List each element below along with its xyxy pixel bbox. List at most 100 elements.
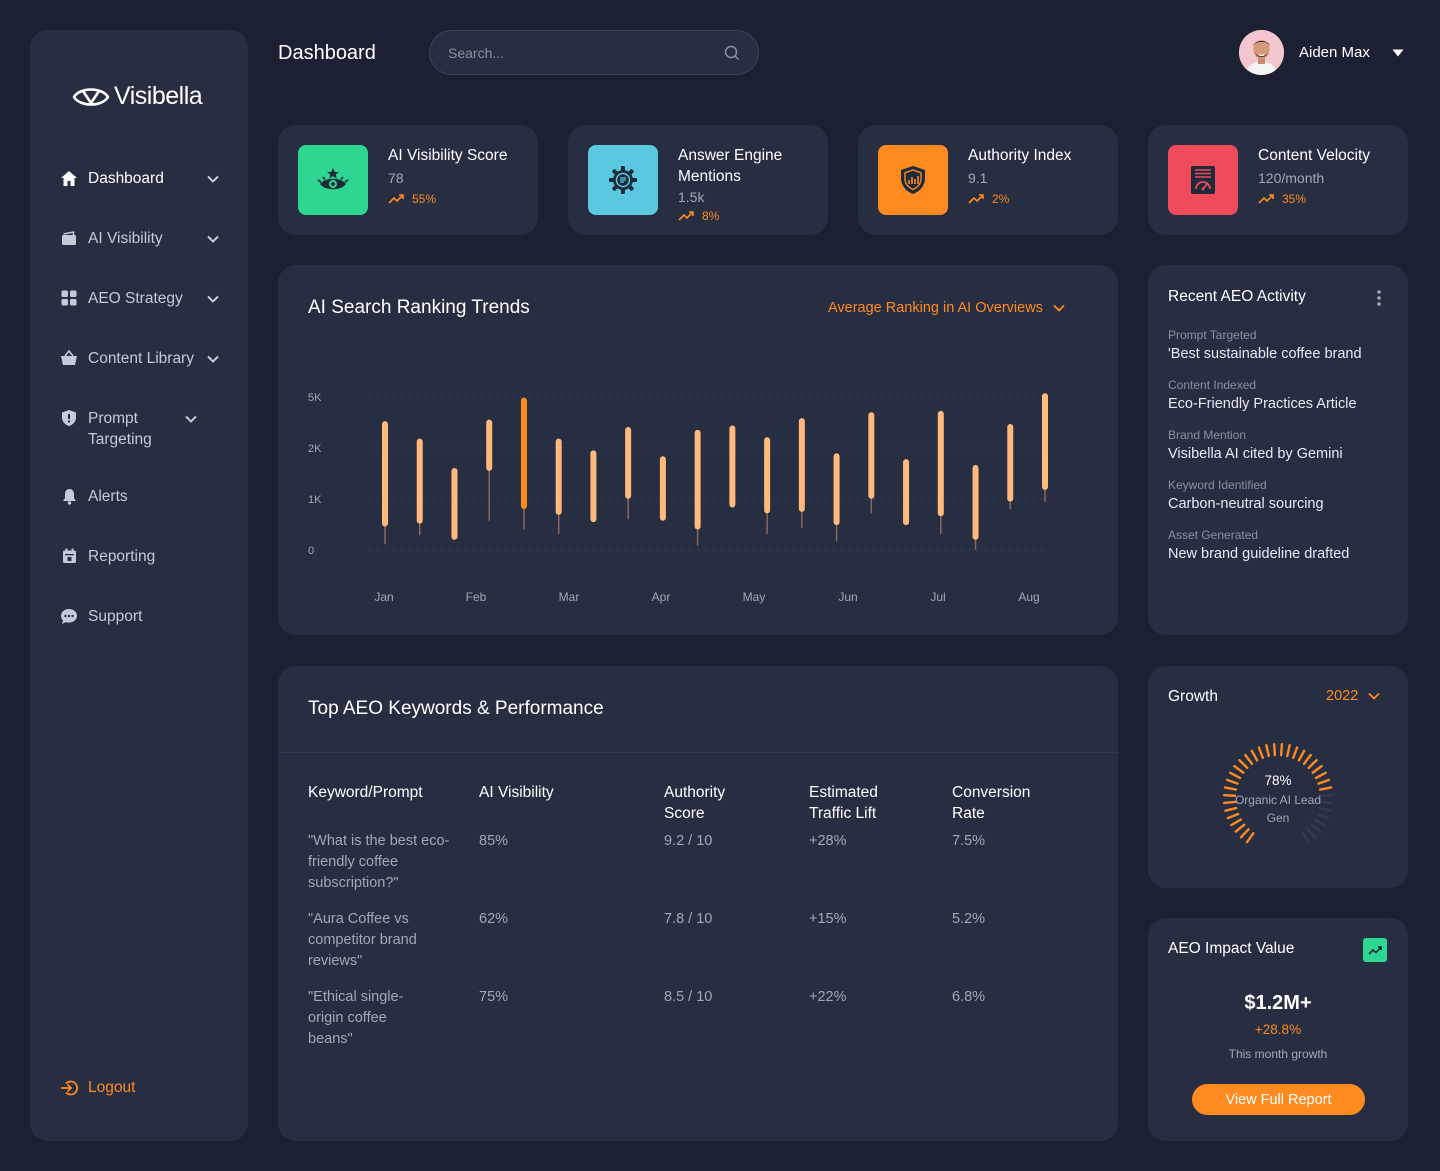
stat-title: Content Velocity [1258, 147, 1371, 164]
gauge-tick [1234, 823, 1246, 833]
chevron-down-icon [207, 235, 219, 243]
activity-value: Carbon-neutral sourcing [1168, 496, 1324, 512]
activity-item[interactable]: Brand Mention Visibella AI cited by Gemi… [1168, 427, 1398, 477]
caret-down-icon[interactable] [1392, 49, 1404, 57]
sidebar-item-ai-visibility[interactable]: AI Visibility [60, 228, 220, 249]
chevron-down-icon [1368, 692, 1380, 700]
gauge-tick [1313, 818, 1326, 827]
activity-item[interactable]: Keyword Identified Carbon-neutral sourci… [1168, 477, 1398, 527]
sidebar-item-prompt-targeting[interactable]: Prompt Targeting [60, 408, 210, 450]
sidebar-item-label: Prompt Targeting [88, 410, 152, 448]
stat-trend-value: 55% [412, 192, 437, 206]
sidebar-item-content-library[interactable]: Content Library [60, 348, 220, 369]
bell-icon [60, 487, 78, 505]
table-cell: 75% [479, 989, 509, 1005]
stat-title: AI Visibility Score [388, 147, 508, 164]
table-cell: +28% [809, 833, 847, 849]
chevron-down-icon [207, 175, 219, 183]
growth-year-dropdown[interactable]: 2022 [1326, 688, 1380, 704]
candle [729, 425, 736, 508]
user-name: Aiden Max [1299, 44, 1370, 61]
trend-up-icon [968, 194, 984, 204]
sidebar-item-support[interactable]: Support [60, 606, 220, 627]
column-header: Keyword/Prompt [308, 784, 423, 801]
gauge-tick [1222, 793, 1237, 797]
sidebar-item-reporting[interactable]: Reporting [60, 546, 220, 567]
sidebar-item-aeo-strategy[interactable]: AEO Strategy [60, 288, 220, 309]
gauge-tick [1302, 753, 1312, 765]
candle [520, 397, 527, 530]
candle [798, 418, 805, 529]
gauge-tick [1311, 764, 1323, 774]
x-tick-label: Apr [652, 590, 671, 604]
candle-body [382, 421, 388, 527]
view-full-report-button[interactable]: View Full Report [1192, 1084, 1365, 1115]
candle-body [833, 453, 840, 526]
table-cell: 7.8 / 10 [664, 911, 713, 927]
logout-button[interactable]: Logout [60, 1079, 135, 1097]
candle [486, 419, 493, 521]
chart-filter-dropdown[interactable]: Average Ranking in AI Overviews [828, 300, 1065, 316]
activity-item[interactable]: Asset Generated New brand guideline draf… [1168, 527, 1398, 577]
eye-logo-icon [72, 87, 110, 106]
candle-body [764, 437, 771, 514]
gauge-tick [1238, 758, 1249, 770]
impact-title: AEO Impact Value [1168, 940, 1295, 957]
x-tick-label: Jan [374, 590, 393, 604]
candle [659, 456, 666, 521]
stat-trend-value: 35% [1282, 192, 1307, 206]
gauge-tick [1316, 812, 1330, 820]
stat-card-content-velocity[interactable]: Content Velocity 120/month 35% [1148, 125, 1408, 235]
gauge-tick [1318, 806, 1332, 812]
gauge-tick [1250, 749, 1259, 762]
trend-up-icon [388, 194, 404, 204]
activity-item[interactable]: Prompt Targeted 'Best sustainable coffee… [1168, 327, 1398, 377]
activity-item[interactable]: Content Indexed Eco-Friendly Practices A… [1168, 377, 1398, 427]
activity-value: Visibella AI cited by Gemini [1168, 446, 1343, 462]
sidebar-item-dashboard[interactable]: Dashboard [60, 168, 220, 189]
table-cell: 8.5 / 10 [664, 989, 713, 1005]
candle-body [486, 419, 493, 471]
stat-card-ai-visibility[interactable]: AI Visibility Score 78 55% [278, 125, 538, 235]
table-cell: 6.8% [952, 989, 986, 1005]
sidebar-item-label: Dashboard [88, 170, 164, 187]
candle [451, 467, 458, 540]
candle [937, 410, 944, 534]
impact-subtitle: This month growth [1228, 1047, 1328, 1061]
candle [590, 450, 597, 523]
gauge-tick [1233, 764, 1245, 774]
activity-label: Content Indexed [1168, 378, 1257, 392]
x-tick-label: Mar [559, 590, 580, 604]
candle [903, 459, 910, 526]
avatar[interactable] [1239, 30, 1284, 75]
x-tick-label: Feb [466, 590, 487, 604]
candle-body [590, 450, 597, 523]
user-menu[interactable]: Aiden Max [1239, 30, 1404, 75]
candle-body [625, 426, 632, 499]
more-options-icon[interactable] [1376, 290, 1382, 306]
stat-value: 120/month [1258, 170, 1325, 186]
brand-logo[interactable]: Visibella [72, 82, 203, 111]
y-tick-label: 5K [308, 392, 322, 404]
table-cell: 7.5% [952, 833, 986, 849]
table-cell: "Ethical single-origin coffee beans" [308, 989, 404, 1047]
search-input[interactable] [448, 44, 724, 61]
stat-card-authority-index[interactable]: Authority Index 9.1 2% [858, 125, 1118, 235]
search-bar[interactable] [429, 30, 759, 75]
gauge-tick [1319, 800, 1333, 805]
stat-icon-tile [298, 145, 368, 215]
table-cell: +22% [809, 989, 847, 1005]
gauge-tick [1239, 828, 1250, 839]
column-header: Conversion Rate [952, 784, 1031, 822]
sidebar-item-alerts[interactable]: Alerts [60, 486, 220, 507]
logout-icon [61, 1080, 78, 1096]
table-cell: +15% [809, 911, 847, 927]
stat-card-answer-engine-mentions[interactable]: Answer Engine Mentions 1.5k 8% [568, 125, 828, 235]
gauge-tick [1292, 746, 1299, 759]
sidebar: Visibella Dashboard AI Visibility AEO St… [30, 30, 248, 1141]
search-icon[interactable] [724, 45, 740, 61]
gauge-tick [1317, 778, 1331, 785]
chat-icon [60, 607, 78, 625]
candle-body [972, 465, 979, 540]
impact-growth: +28.8% [1254, 1022, 1302, 1037]
